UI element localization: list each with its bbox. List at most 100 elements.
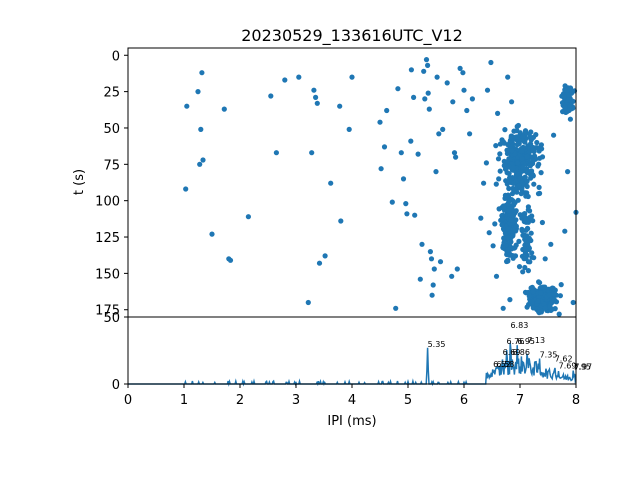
scatter-point bbox=[481, 180, 487, 186]
scatter-point bbox=[296, 74, 302, 80]
scatter-point bbox=[478, 215, 484, 221]
scatter-point bbox=[530, 172, 536, 178]
scatter-point bbox=[505, 226, 511, 232]
scatter-point bbox=[496, 176, 502, 182]
y-tick-label: 175 bbox=[95, 304, 120, 319]
scatter-point bbox=[527, 259, 533, 265]
scatter-point bbox=[547, 303, 553, 309]
scatter-point bbox=[501, 240, 507, 246]
scatter-point bbox=[516, 238, 522, 244]
scatter-point bbox=[502, 127, 508, 133]
scatter-point bbox=[436, 131, 442, 137]
scatter-point bbox=[537, 155, 543, 161]
scatter-point bbox=[518, 168, 525, 175]
scatter-point bbox=[551, 132, 557, 138]
scatter-point bbox=[198, 126, 204, 132]
scatter-point bbox=[322, 253, 328, 259]
scatter-point bbox=[522, 174, 528, 180]
scatter-point bbox=[564, 87, 570, 93]
peak-label: 6.76 bbox=[507, 337, 525, 346]
scatter-point bbox=[227, 257, 234, 263]
scatter-point bbox=[514, 141, 520, 148]
scatter-point bbox=[537, 307, 543, 313]
scatter-point bbox=[486, 230, 492, 236]
scatter-point bbox=[451, 150, 458, 156]
scatter-point bbox=[393, 305, 399, 311]
scatter-point bbox=[501, 140, 507, 146]
x-tick-label: 6 bbox=[460, 393, 468, 408]
peak-label: 6.52 bbox=[493, 360, 511, 369]
scatter-y-axis-label: t (s) bbox=[72, 169, 87, 195]
x-tick-label: 3 bbox=[292, 393, 300, 408]
scatter-point bbox=[522, 264, 528, 271]
x-tick-label: 2 bbox=[236, 393, 244, 408]
y-tick-label: 50 bbox=[103, 311, 120, 326]
scatter-point bbox=[519, 186, 525, 192]
scatter-point bbox=[507, 297, 513, 303]
scatter-points bbox=[183, 57, 579, 317]
scatter-point bbox=[311, 87, 317, 93]
scatter-point bbox=[522, 234, 529, 240]
scatter-point bbox=[209, 231, 215, 237]
histogram-x-ticks: 0 1 2 3 4 5 6 7 8 bbox=[124, 384, 580, 408]
scatter-point bbox=[535, 163, 541, 169]
scatter-point bbox=[561, 94, 567, 100]
scatter-point bbox=[513, 242, 519, 248]
scatter-point bbox=[529, 299, 535, 305]
scatter-point bbox=[506, 185, 512, 192]
scatter-point bbox=[513, 217, 519, 223]
scatter-point bbox=[497, 168, 503, 174]
scatter-point bbox=[501, 158, 507, 164]
scatter-point bbox=[497, 151, 503, 157]
chart-title: 20230529_133616UTC_V12 bbox=[241, 26, 463, 46]
scatter-point bbox=[521, 256, 527, 262]
scatter-point bbox=[538, 170, 544, 176]
scatter-point bbox=[516, 264, 523, 270]
scatter-point bbox=[526, 293, 532, 299]
scatter-point bbox=[551, 291, 557, 297]
scatter-point bbox=[411, 94, 417, 100]
scatter-point bbox=[546, 292, 552, 298]
scatter-point bbox=[337, 103, 343, 109]
scatter-point bbox=[529, 135, 536, 141]
scatter-point bbox=[434, 74, 440, 80]
scatter-point bbox=[531, 181, 537, 187]
scatter-point bbox=[282, 77, 288, 83]
scatter-point bbox=[400, 176, 407, 182]
y-tick-label: 75 bbox=[103, 158, 120, 173]
scatter-point bbox=[454, 266, 460, 272]
scatter-point bbox=[403, 201, 409, 207]
scatter-point bbox=[431, 266, 437, 272]
scatter-point bbox=[500, 305, 506, 311]
scatter-point bbox=[565, 169, 571, 175]
scatter-point bbox=[519, 228, 525, 234]
scatter-point bbox=[495, 110, 501, 116]
scatter-point bbox=[496, 206, 502, 212]
scatter-point bbox=[565, 97, 571, 103]
scatter-point bbox=[430, 282, 436, 288]
histogram-panel: 5.35 6.526.58 6.69 6.76 6.83 6.86 6.957.13 7.35… bbox=[103, 311, 592, 429]
scatter-point bbox=[524, 304, 530, 310]
x-tick-label: 4 bbox=[348, 393, 356, 408]
scatter-point bbox=[531, 255, 537, 261]
scatter-point bbox=[523, 167, 530, 173]
scatter-point bbox=[440, 126, 446, 132]
scatter-point bbox=[506, 178, 512, 184]
x-tick-label: 0 bbox=[124, 393, 132, 408]
scatter-point bbox=[518, 191, 524, 197]
scatter-point bbox=[449, 273, 455, 279]
scatter-point bbox=[508, 217, 514, 223]
scatter-point bbox=[519, 156, 525, 162]
scatter-point bbox=[429, 292, 435, 298]
scatter-point bbox=[404, 211, 410, 217]
scatter-point bbox=[522, 246, 528, 252]
scatter-point bbox=[221, 106, 227, 112]
histogram-y-ticks: 0 50 bbox=[103, 311, 128, 393]
scatter-point bbox=[502, 166, 509, 172]
scatter-point bbox=[513, 223, 520, 229]
scatter-point bbox=[509, 99, 515, 105]
scatter-point bbox=[542, 305, 549, 311]
scatter-point bbox=[540, 284, 546, 290]
scatter-point bbox=[433, 169, 439, 175]
